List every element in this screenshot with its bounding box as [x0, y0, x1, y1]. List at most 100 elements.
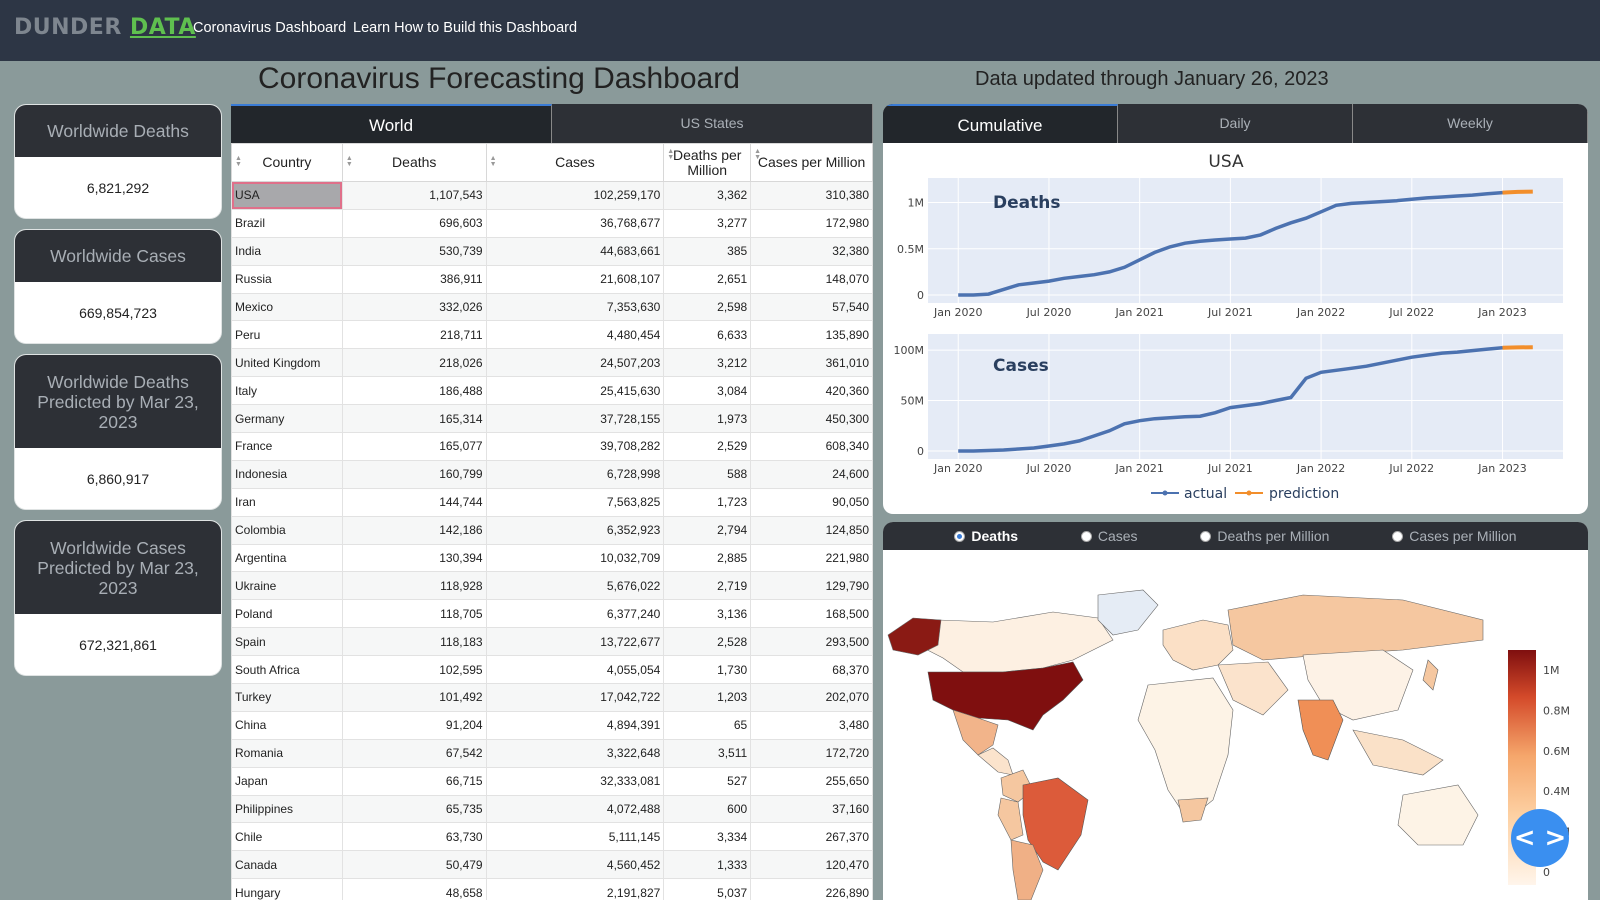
cell-value[interactable]: 4,072,488: [485, 794, 665, 824]
cell-country[interactable]: Hungary: [231, 878, 343, 900]
cell-country[interactable]: Peru: [231, 320, 343, 350]
cell-country[interactable]: Canada: [231, 850, 343, 880]
cell-value[interactable]: 2,529: [663, 432, 752, 461]
cell-value[interactable]: 255,650: [750, 766, 873, 796]
cell-value[interactable]: 6,377,240: [485, 599, 665, 629]
cell-value[interactable]: 160,799: [341, 459, 487, 489]
table-row[interactable]: Spain 118,183 13,722,677 2,528 293,500: [231, 627, 873, 657]
cell-value[interactable]: 172,720: [750, 738, 873, 768]
cell-value[interactable]: 450,300: [750, 404, 873, 434]
cell-value[interactable]: 118,183: [341, 627, 487, 657]
cell-value[interactable]: 3,136: [663, 599, 752, 629]
cell-value[interactable]: 2,885: [663, 543, 752, 573]
cell-country[interactable]: Romania: [231, 738, 343, 768]
cell-country[interactable]: United Kingdom: [231, 348, 343, 378]
usa-line-chart[interactable]: USA Jan 2020 Jul 2020 Jan 2021 Jul 2021 Jan 2…: [883, 143, 1588, 514]
table-row[interactable]: Russia 386,911 21,608,107 2,651 148,070: [231, 264, 873, 294]
cell-country[interactable]: France: [231, 432, 343, 461]
table-row[interactable]: Argentina 130,394 10,032,709 2,885 221,980: [231, 543, 873, 573]
cell-value[interactable]: 267,370: [750, 822, 873, 852]
cell-value[interactable]: 17,042,722: [485, 683, 665, 712]
cell-value[interactable]: 588: [663, 459, 752, 489]
table-row[interactable]: Chile 63,730 5,111,145 3,334 267,370: [231, 822, 873, 852]
cell-value[interactable]: 65,735: [341, 794, 487, 824]
sort-icon[interactable]: ▲ ▼: [345, 155, 353, 168]
cell-value[interactable]: 6,728,998: [485, 459, 665, 489]
cell-value[interactable]: 13,722,677: [485, 627, 665, 657]
brand-logo[interactable]: DUNDER DATA: [14, 15, 196, 40]
cell-value[interactable]: 37,728,155: [485, 404, 665, 434]
table-row[interactable]: France 165,077 39,708,282 2,529 608,340: [231, 432, 873, 461]
cell-value[interactable]: 4,480,454: [485, 320, 665, 350]
cell-country[interactable]: Colombia: [231, 515, 343, 545]
cell-value[interactable]: 118,928: [341, 571, 487, 601]
cell-value[interactable]: 101,492: [341, 683, 487, 712]
cell-value[interactable]: 2,528: [663, 627, 752, 657]
table-row[interactable]: Italy 186,488 25,415,630 3,084 420,360: [231, 376, 873, 406]
cell-value[interactable]: 91,204: [341, 710, 487, 740]
cell-value[interactable]: 420,360: [750, 376, 873, 406]
cell-value[interactable]: 165,314: [341, 404, 487, 434]
cell-value[interactable]: 3,362: [663, 181, 752, 210]
cell-value[interactable]: 144,744: [341, 487, 487, 517]
table-row[interactable]: USA 1,107,543 102,259,170 3,362 310,380: [231, 181, 873, 210]
cell-value[interactable]: 172,980: [750, 208, 873, 238]
cell-value[interactable]: 1,333: [663, 850, 752, 880]
cell-country[interactable]: China: [231, 710, 343, 740]
cell-value[interactable]: 5,676,022: [485, 571, 665, 601]
nav-link-learn[interactable]: Learn How to Build this Dashboard: [353, 20, 578, 36]
cell-country[interactable]: Germany: [231, 404, 343, 434]
cell-value[interactable]: 142,186: [341, 515, 487, 545]
cell-value[interactable]: 218,026: [341, 348, 487, 378]
cell-value[interactable]: 165,077: [341, 432, 487, 461]
cell-country[interactable]: Chile: [231, 822, 343, 852]
cell-value[interactable]: 1,973: [663, 404, 752, 434]
cell-value[interactable]: 65: [663, 710, 752, 740]
table-row[interactable]: Indonesia 160,799 6,728,998 588 24,600: [231, 459, 873, 489]
table-row[interactable]: United Kingdom 218,026 24,507,203 3,212 361,…: [231, 348, 873, 378]
tab-weekly[interactable]: Weekly: [1353, 104, 1588, 143]
cell-country[interactable]: South Africa: [231, 655, 343, 685]
cell-country[interactable]: Brazil: [231, 208, 343, 238]
table-row[interactable]: Ukraine 118,928 5,676,022 2,719 129,790: [231, 571, 873, 601]
cell-value[interactable]: 90,050: [750, 487, 873, 517]
cell-value[interactable]: 1,203: [663, 683, 752, 712]
cell-value[interactable]: 696,603: [341, 208, 487, 238]
cell-value[interactable]: 7,563,825: [485, 487, 665, 517]
table-row[interactable]: Canada 50,479 4,560,452 1,333 120,470: [231, 850, 873, 880]
cell-country[interactable]: Ukraine: [231, 571, 343, 601]
sort-icon[interactable]: ▲ ▼: [235, 155, 242, 168]
cell-value[interactable]: 148,070: [750, 264, 873, 294]
cell-value[interactable]: 221,980: [750, 543, 873, 573]
table-row[interactable]: Romania 67,542 3,322,648 3,511 172,720: [231, 738, 873, 768]
cell-value[interactable]: 310,380: [750, 181, 873, 210]
table-row[interactable]: Poland 118,705 6,377,240 3,136 168,500: [231, 599, 873, 629]
cell-value[interactable]: 36,768,677: [485, 208, 665, 238]
cell-value[interactable]: 6,633: [663, 320, 752, 350]
cell-value[interactable]: 3,084: [663, 376, 752, 406]
cell-value[interactable]: 66,715: [341, 766, 487, 796]
cell-value[interactable]: 1,107,543: [341, 181, 487, 210]
cell-value[interactable]: 2,598: [663, 292, 752, 322]
cell-country[interactable]: Spain: [231, 627, 343, 657]
cell-country[interactable]: Italy: [231, 376, 343, 406]
tab-us-states[interactable]: US States: [552, 104, 873, 143]
radio-deaths-per-million[interactable]: Deaths per Million: [1200, 528, 1329, 544]
radio-cases-per-million[interactable]: Cases per Million: [1392, 528, 1517, 544]
cell-value[interactable]: 118,705: [341, 599, 487, 629]
cell-value[interactable]: 332,026: [341, 292, 487, 322]
cell-value[interactable]: 50,479: [341, 850, 487, 880]
cell-country[interactable]: Turkey: [231, 683, 343, 712]
cell-value[interactable]: 386,911: [341, 264, 487, 294]
cell-value[interactable]: 186,488: [341, 376, 487, 406]
cell-value[interactable]: 3,334: [663, 822, 752, 852]
cell-value[interactable]: 4,560,452: [485, 850, 665, 880]
cell-value[interactable]: 102,595: [341, 655, 487, 685]
cell-value[interactable]: 129,790: [750, 571, 873, 601]
table-row[interactable]: Philippines 65,735 4,072,488 600 37,160: [231, 794, 873, 824]
cell-value[interactable]: 2,191,827: [485, 878, 665, 900]
column-header-deaths[interactable]: ▲ ▼ Deaths: [341, 143, 487, 182]
cell-value[interactable]: 63,730: [341, 822, 487, 852]
cell-value[interactable]: 293,500: [750, 627, 873, 657]
